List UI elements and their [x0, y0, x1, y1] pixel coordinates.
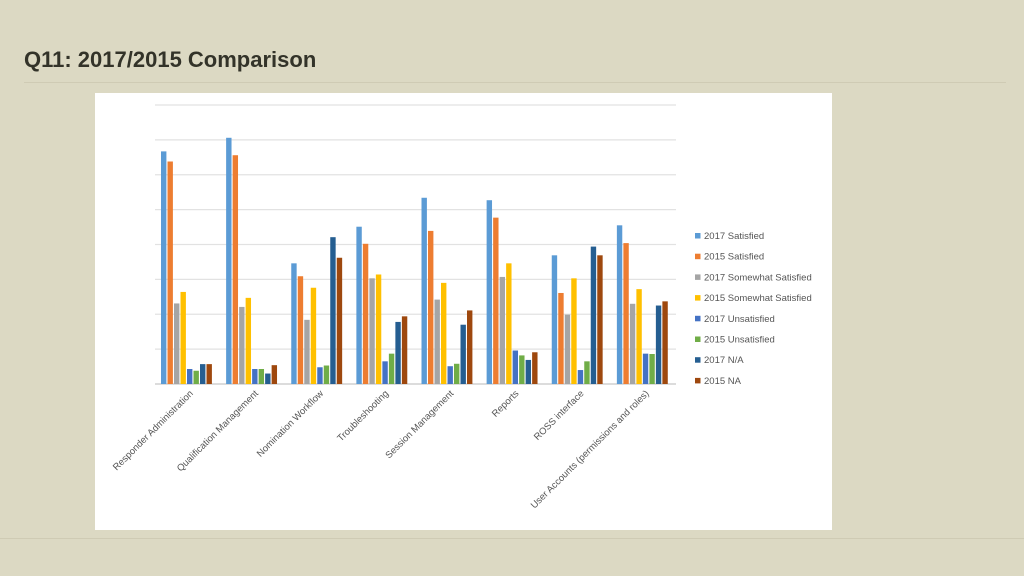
legend-label: 2017 Unsatisfied	[704, 314, 775, 325]
legend-swatch	[695, 377, 701, 384]
bar	[180, 291, 186, 384]
bar	[506, 263, 512, 384]
bar	[291, 263, 297, 384]
bar	[499, 276, 506, 384]
bar	[317, 367, 323, 384]
bar	[369, 278, 375, 384]
bar	[271, 365, 278, 384]
bar	[356, 226, 362, 384]
legend-label: 2015 Somewhat Satisfied	[704, 293, 812, 304]
bar	[401, 316, 408, 384]
bar	[532, 352, 538, 384]
legend-label: 2017 Somewhat Satisfied	[704, 272, 812, 283]
bar	[512, 350, 519, 384]
bar	[297, 276, 304, 384]
legend-swatch	[695, 315, 701, 322]
bar	[265, 373, 271, 384]
bar	[649, 354, 655, 384]
bar	[362, 243, 369, 384]
bar	[590, 246, 597, 384]
category-label: Session Management	[383, 388, 456, 461]
bar	[584, 361, 590, 384]
bar	[167, 161, 173, 384]
bar	[577, 370, 584, 384]
legend-swatch	[695, 357, 701, 363]
bar	[395, 321, 401, 384]
bar	[460, 324, 466, 384]
legend-label: 2015 Unsatisfied	[704, 335, 775, 346]
bar	[467, 310, 473, 384]
bar	[161, 151, 167, 384]
bar	[421, 197, 427, 384]
chart-container: Responder Administration Qualification Ma…	[95, 93, 832, 530]
bar	[310, 287, 317, 384]
bar	[388, 353, 395, 384]
legend-label: 2015 Satisfied	[704, 252, 764, 263]
bar	[258, 369, 265, 384]
bar	[239, 306, 245, 384]
bar	[493, 217, 499, 384]
bar	[454, 363, 460, 384]
bar	[382, 361, 388, 384]
bar	[330, 237, 336, 384]
legend-label: 2017 N/A	[704, 355, 744, 366]
bar	[245, 297, 252, 384]
bar	[200, 364, 206, 384]
bar	[174, 303, 180, 384]
title-divider	[24, 82, 1006, 83]
category-label: User Accounts (permissions and roles)	[529, 388, 652, 511]
legend-swatch	[695, 274, 701, 280]
bar	[623, 243, 629, 384]
bar	[571, 278, 577, 384]
category-label: Reports	[490, 388, 521, 419]
bar	[206, 364, 212, 384]
bar	[564, 314, 571, 384]
bar	[597, 255, 603, 384]
footer-divider	[0, 538, 1024, 539]
bar	[447, 366, 453, 384]
bar	[519, 355, 525, 384]
bar	[441, 282, 447, 384]
category-label: Troubleshooting	[335, 388, 391, 444]
legend-label: 2017 Satisfied	[704, 231, 764, 242]
bar	[226, 137, 232, 384]
bar	[187, 369, 193, 384]
category-label: ROSS interface	[532, 388, 586, 442]
bar	[323, 365, 330, 384]
legend-swatch	[695, 233, 701, 239]
bar	[375, 274, 382, 384]
bar	[636, 289, 642, 384]
bar	[629, 303, 636, 384]
bar	[336, 257, 343, 384]
bar	[434, 299, 440, 384]
bar	[428, 230, 434, 384]
legend-swatch	[695, 295, 701, 301]
bar	[642, 353, 649, 384]
bar	[558, 292, 564, 384]
bar	[525, 359, 532, 384]
bar	[616, 225, 623, 384]
bar	[193, 370, 199, 384]
bar	[304, 319, 310, 384]
bar	[252, 369, 258, 384]
legend-swatch	[695, 336, 701, 342]
legend-label: 2015 NA	[704, 376, 742, 387]
bar	[232, 155, 239, 384]
category-label: Nomination Workflow	[255, 388, 326, 459]
bar	[486, 200, 493, 384]
bar	[551, 255, 558, 384]
bar	[662, 301, 668, 384]
legend-swatch	[695, 253, 701, 260]
bar	[655, 305, 662, 384]
slide-title: Q11: 2017/2015 Comparison	[24, 47, 317, 72]
